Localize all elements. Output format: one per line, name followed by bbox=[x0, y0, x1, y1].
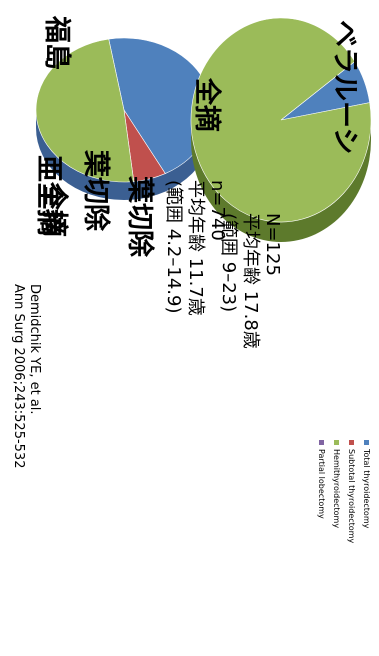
stat-line: (範囲 4.2–14.9) bbox=[163, 180, 184, 314]
legend-swatch bbox=[334, 440, 339, 445]
legend-swatch bbox=[364, 440, 369, 445]
stat-line: N=125 bbox=[262, 213, 283, 276]
pie-slice-hemithyroidectomy bbox=[35, 38, 135, 183]
legend-item: Total thyroidectomy bbox=[362, 440, 371, 528]
slice-label-fukushima-total: 全摘 bbox=[38, 183, 69, 237]
legend-item: Subtotal thyroidectomy bbox=[347, 440, 356, 543]
stat-line: 平均年齢 11.7歳 bbox=[185, 180, 206, 316]
citation: Demidchik YE, et al. Ann Surg 2006;243:5… bbox=[10, 284, 42, 468]
chart-title-belarus: ベラルーシ bbox=[329, 20, 360, 155]
stats-fukushima: N=125 平均年齢 17.8歳 (範囲 9–23) bbox=[217, 213, 283, 349]
pie-slice-hemithyroidectomy bbox=[190, 17, 372, 223]
legend-item: Hemithyroidectomy bbox=[332, 440, 341, 528]
slice-label-fukushima-hemi: 葉切除 bbox=[124, 176, 155, 257]
legend-label: Total thyroidectomy bbox=[362, 449, 371, 529]
chart-title-fukushima: 福島 bbox=[41, 16, 72, 70]
citation-line: Demidchik YE, et al. bbox=[27, 284, 42, 415]
legend-label: Hemithyroidectomy bbox=[332, 449, 341, 529]
legend-label: Partial lobectomy bbox=[317, 449, 326, 519]
legend-item: Partial lobectomy bbox=[317, 440, 326, 519]
legend-label: Subtotal thyroidectomy bbox=[347, 449, 356, 544]
slice-label-belarus-hemi: 葉切除 bbox=[80, 150, 111, 231]
legend-swatch bbox=[349, 440, 354, 445]
slice-label-belarus-total: 全摘 bbox=[191, 78, 222, 132]
legend-swatch bbox=[319, 440, 324, 445]
stat-line: 平均年齢 17.8歳 bbox=[240, 213, 261, 349]
stat-line: (範囲 9–23) bbox=[218, 213, 239, 313]
citation-line: Ann Surg 2006;243:525-532 bbox=[11, 284, 26, 469]
